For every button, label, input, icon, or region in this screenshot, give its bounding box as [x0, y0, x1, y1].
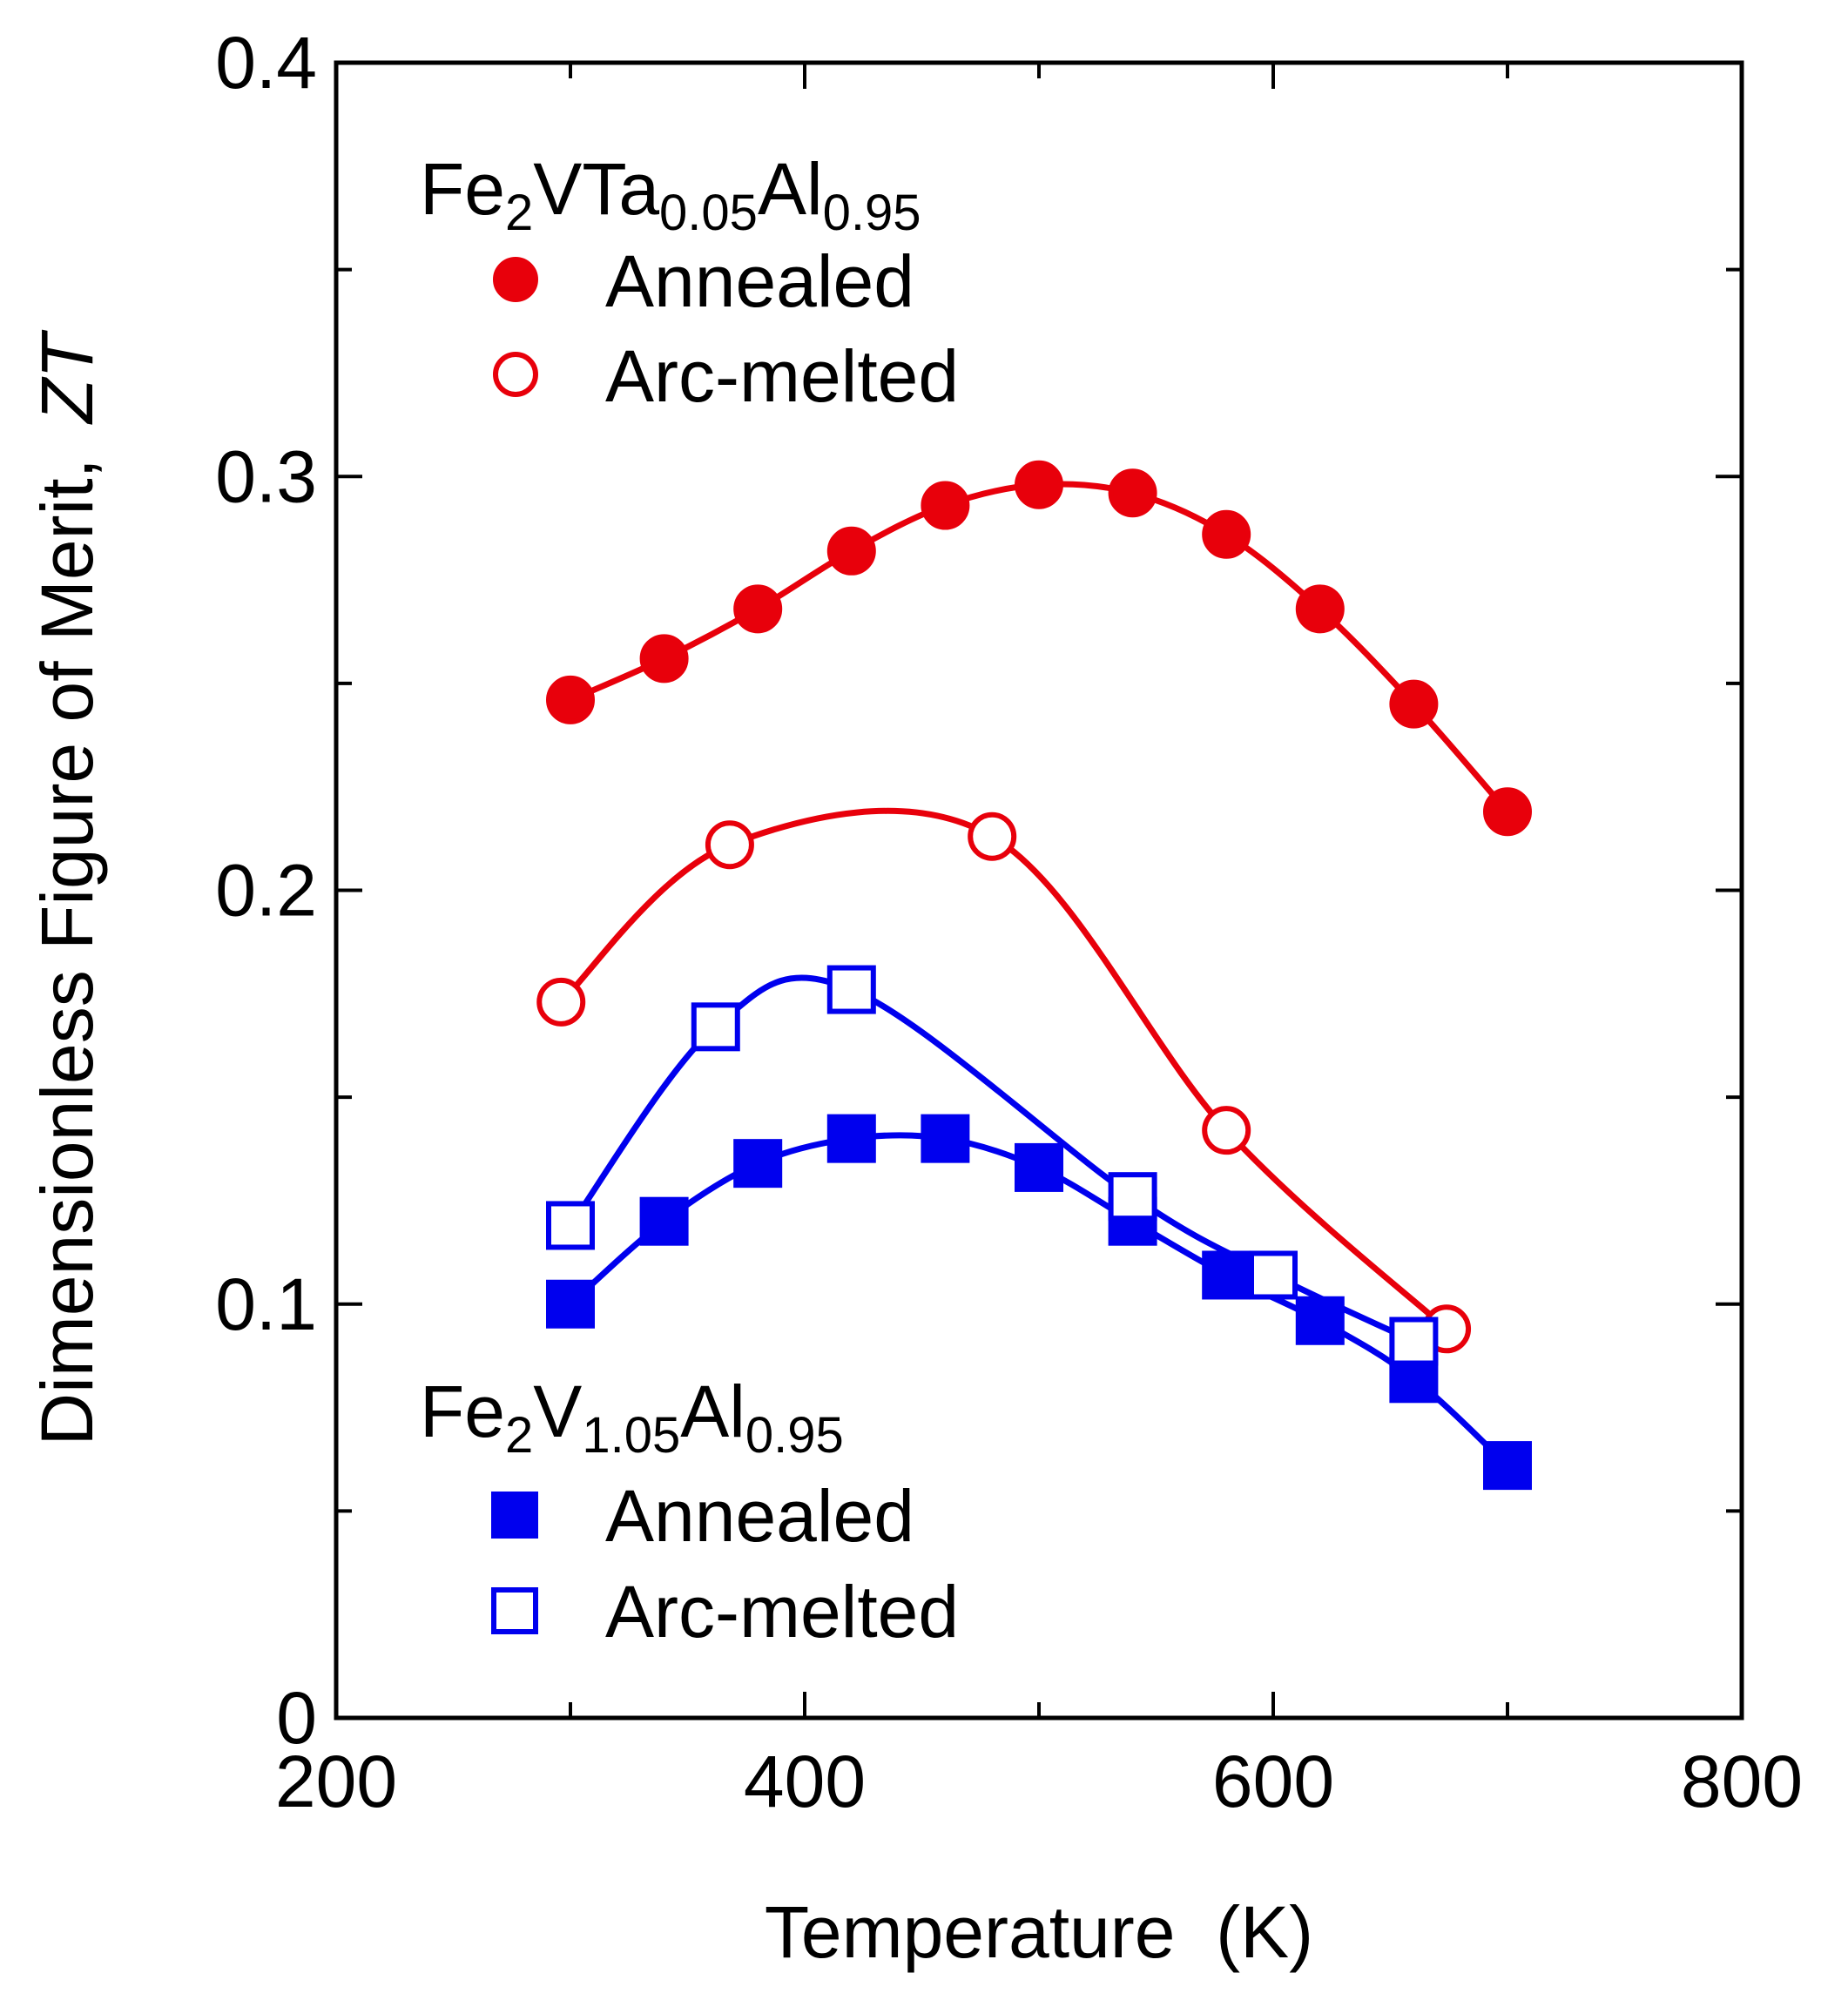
- point-annealed-v: [1295, 1296, 1345, 1345]
- point-arc-melted-ta: [536, 977, 586, 1027]
- y-tick-label: 0.3: [215, 435, 317, 517]
- point-arc-melted-v: [1389, 1316, 1439, 1366]
- formula-element: V: [533, 1370, 582, 1452]
- x-tick-label: 400: [744, 1741, 866, 1822]
- formula-subscript: 0.95: [745, 1407, 844, 1464]
- legend-label-arc-melted-ta: Arc-melted: [605, 335, 959, 417]
- x-tick-label: 600: [1212, 1741, 1334, 1822]
- legend-label-arc-melted-v: Arc-melted: [605, 1571, 959, 1653]
- y-tick-label: 0: [276, 1677, 317, 1759]
- x-tick-label: 200: [275, 1741, 397, 1822]
- formula-element: VTa: [533, 148, 659, 230]
- point-annealed-ta: [921, 481, 970, 530]
- point-annealed-ta: [1295, 584, 1345, 634]
- legend-group-label-ta: Fe2VTa0.05Al0.95: [420, 148, 921, 241]
- point-annealed-v: [1483, 1441, 1532, 1491]
- point-arc-melted-ta: [968, 811, 1017, 861]
- x-axis-title: Temperature (K): [765, 1891, 1313, 1973]
- y-axis-symbol: ZT: [26, 329, 108, 425]
- point-annealed-ta: [546, 675, 595, 724]
- legend-marker-arc-melted-ta: [493, 352, 538, 397]
- point-annealed-v: [921, 1114, 970, 1163]
- point-arc-melted-v: [1249, 1250, 1298, 1300]
- legend-marker-annealed-v: [491, 1492, 538, 1539]
- legend-label-annealed-v: Annealed: [605, 1475, 914, 1557]
- point-annealed-ta: [1108, 468, 1157, 518]
- point-annealed-ta: [1202, 509, 1251, 559]
- point-annealed-ta: [1389, 679, 1439, 729]
- legend-marker-arc-melted-v: [491, 1587, 538, 1634]
- point-annealed-v: [639, 1196, 689, 1246]
- point-annealed-ta: [1483, 787, 1532, 837]
- point-arc-melted-v: [546, 1201, 595, 1250]
- formula-subscript: 2: [505, 1407, 533, 1464]
- point-arc-melted-v: [1108, 1172, 1157, 1222]
- formula-subscript: 1.05: [582, 1407, 680, 1464]
- formula-subscript: 0.95: [823, 185, 921, 241]
- fit-curves: [558, 481, 1510, 1468]
- point-annealed-ta: [1015, 460, 1063, 509]
- point-annealed-ta: [826, 526, 876, 576]
- point-annealed-v: [826, 1114, 876, 1163]
- y-tick-label: 0.1: [215, 1263, 317, 1345]
- data-markers: [536, 460, 1532, 1491]
- formula-element: Fe: [420, 1370, 505, 1452]
- point-annealed-v: [546, 1279, 595, 1329]
- y-ticks: 0 0.1 0.2 0.3 0.4: [215, 22, 1742, 1759]
- point-annealed-v: [733, 1139, 783, 1189]
- point-annealed-ta: [733, 584, 783, 634]
- y-tick-label: 0.4: [215, 22, 317, 104]
- point-arc-melted-v: [826, 965, 876, 1014]
- point-arc-melted-ta: [1202, 1106, 1251, 1155]
- point-arc-melted-ta: [705, 820, 754, 870]
- x-tick-label: 800: [1681, 1741, 1803, 1822]
- point-annealed-v: [1202, 1250, 1251, 1300]
- y-tick-label: 0.2: [215, 850, 317, 932]
- formula-subscript: 2: [505, 185, 533, 241]
- y-axis-title-text: Dimensionless Figure of Merit,: [26, 458, 108, 1445]
- formula-subscript: 0.05: [659, 185, 758, 241]
- curve-annealed-ta: [569, 481, 1510, 814]
- point-annealed-v: [1015, 1142, 1063, 1192]
- legend-marker-annealed-ta: [493, 257, 538, 302]
- legend-label-annealed-ta: Annealed: [605, 240, 914, 322]
- formula-element: Al: [680, 1370, 745, 1452]
- x-ticks: 200 400 600 800: [275, 63, 1803, 1822]
- formula-element: Al: [758, 148, 823, 230]
- point-annealed-ta: [639, 634, 689, 684]
- point-arc-melted-v: [691, 1002, 740, 1052]
- formula-element: Fe: [420, 148, 505, 230]
- y-axis-title: Dimensionless Figure of Merit, ZT: [26, 329, 108, 1446]
- legend-group-label-v: Fe2V1.05Al0.95: [420, 1370, 844, 1464]
- curve-arc-melted-ta: [558, 807, 1449, 1331]
